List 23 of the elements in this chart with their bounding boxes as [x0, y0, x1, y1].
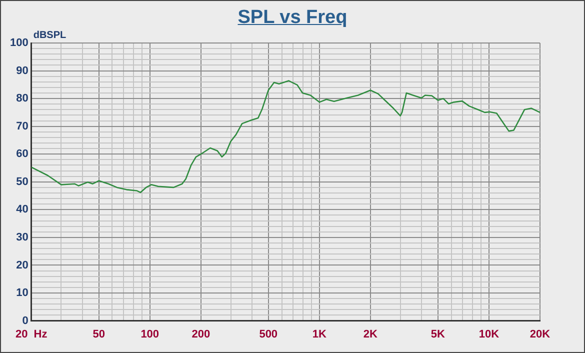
y-tick-label: 60: [16, 148, 28, 160]
x-tick-label: 50: [92, 328, 105, 340]
x-tick-label: 20K: [530, 328, 550, 340]
y-tick-label: 100: [10, 37, 28, 50]
x-tick-label: 500: [259, 328, 278, 340]
y-tick-label: 10: [16, 287, 28, 300]
y-tick-label: 90: [16, 64, 28, 77]
x-tick-label: 200: [192, 328, 210, 340]
y-tick-label: 70: [16, 120, 28, 132]
x-tick-label: 20 Hz: [15, 328, 48, 340]
x-tick-label: 100: [140, 328, 160, 340]
y-axis-title: dBSPL: [33, 30, 66, 41]
y-tick-label: 80: [16, 92, 28, 105]
x-tick-label: 2K: [363, 328, 378, 340]
x-tick-label: 1K: [312, 328, 326, 340]
y-tick-label: 40: [16, 204, 28, 216]
x-tick-label: 10K: [478, 328, 500, 340]
y-tick-label: 30: [16, 231, 28, 244]
y-tick-label: 50: [16, 176, 28, 188]
y-tick-label: 0: [22, 314, 28, 327]
chart-title: SPL vs Freq: [236, 7, 348, 29]
x-tick-label: 5K: [430, 328, 446, 340]
y-tick-label: 20: [16, 259, 28, 272]
